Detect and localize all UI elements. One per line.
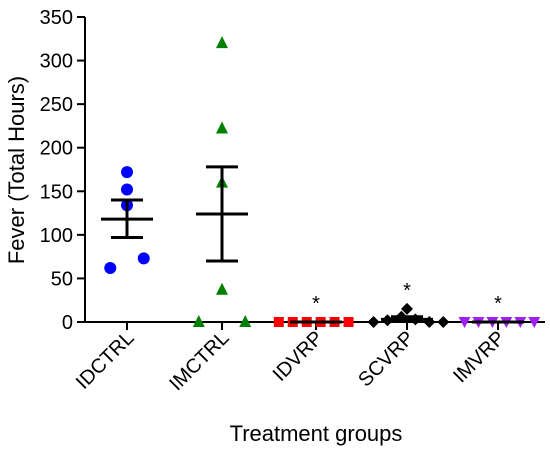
significance-marker: *	[494, 293, 502, 315]
y-tick-label: 300	[40, 51, 73, 73]
data-point	[437, 316, 450, 328]
data-point	[273, 317, 284, 327]
data-point	[239, 315, 252, 327]
y-tick-label: 0	[62, 312, 73, 334]
y-ticks: 0 50 100 150 200 250 300 350	[40, 7, 85, 334]
data-point	[216, 121, 228, 134]
y-tick-label: 100	[40, 225, 73, 247]
data-point	[367, 316, 380, 328]
y-tick-label: 200	[40, 138, 73, 160]
data-point	[423, 316, 436, 328]
chart-marks: * * *	[101, 36, 541, 328]
data-point	[528, 317, 541, 328]
data-point	[343, 317, 354, 327]
x-tick-label: IMVRP	[449, 327, 509, 387]
axes	[84, 17, 545, 323]
y-tick-label: 350	[40, 7, 73, 29]
x-tick-label: IMCTRL	[165, 327, 233, 395]
y-tick-label: 50	[51, 268, 73, 290]
data-point	[121, 183, 133, 196]
data-point	[216, 36, 228, 49]
data-point	[216, 282, 228, 295]
y-tick-label: 250	[40, 94, 73, 116]
x-categories: IDCTRL IMCTRL IDVRP SCVRP IMVRP	[72, 322, 510, 395]
series-idvrp: *	[273, 293, 354, 327]
data-point	[137, 252, 150, 265]
significance-marker: *	[403, 280, 411, 302]
series-idctrl	[101, 166, 153, 274]
data-point	[192, 315, 205, 327]
series-scvrp: *	[367, 280, 450, 328]
y-tick-label: 150	[40, 181, 73, 203]
y-axis-label: Fever (Total Hours)	[4, 76, 29, 264]
x-tick-label: SCVRP	[354, 327, 418, 391]
x-tick-label: IDVRP	[269, 327, 328, 386]
data-point	[104, 261, 117, 274]
data-point	[401, 302, 413, 315]
data-point	[121, 166, 133, 179]
data-point	[458, 317, 471, 328]
x-tick-label: IDCTRL	[72, 327, 139, 394]
series-imvrp: *	[458, 293, 541, 328]
series-imctrl	[192, 36, 252, 327]
x-axis-label: Treatment groups	[230, 421, 403, 446]
significance-marker: *	[312, 293, 320, 315]
